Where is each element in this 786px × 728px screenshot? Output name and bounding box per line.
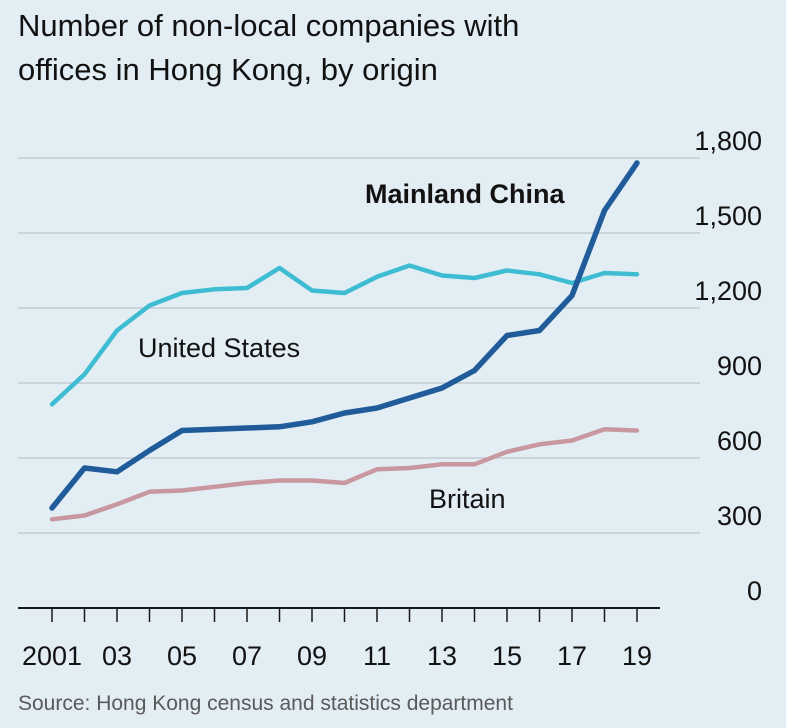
y-tick-label: 1,500 — [694, 201, 762, 231]
x-tick-label: 15 — [492, 641, 522, 671]
source-note: Source: Hong Kong census and statistics … — [18, 692, 513, 715]
x-tick-label: 03 — [102, 641, 132, 671]
y-tick-label: 0 — [747, 576, 762, 606]
series-label-mainland-china: Mainland China — [365, 179, 565, 209]
x-axis: 2001 03 05 07 09 11 13 15 17 19 — [18, 607, 660, 671]
y-tick-label: 1,200 — [694, 276, 762, 306]
grid-lines — [18, 157, 700, 534]
y-axis-ticks: 0 300 600 900 1,200 1,500 1,800 — [694, 126, 762, 606]
series-label-britain: Britain — [429, 484, 506, 514]
y-tick-label: 900 — [717, 351, 762, 381]
series-labels: United States Mainland China Britain — [138, 179, 565, 514]
y-tick-label: 600 — [717, 426, 762, 456]
series-label-united-states: United States — [138, 333, 300, 363]
x-tick-label: 05 — [167, 641, 197, 671]
x-tick-label: 19 — [622, 641, 652, 671]
series-line-mainland-china — [49, 160, 640, 511]
x-tick-label: 13 — [427, 641, 457, 671]
x-tick-label: 2001 — [22, 641, 82, 671]
y-tick-label: 1,800 — [694, 126, 762, 156]
y-tick-label: 300 — [717, 501, 762, 531]
x-tick-label: 17 — [557, 641, 587, 671]
series-lines — [49, 160, 640, 522]
series-line-britain — [49, 427, 640, 522]
x-tick-label: 07 — [232, 641, 262, 671]
chart-title-line-1: Number of non-local companies with — [18, 8, 519, 43]
x-tick-label: 11 — [363, 641, 391, 671]
x-tick-label: 09 — [297, 641, 327, 671]
chart-title-line-2: offices in Hong Kong, by origin — [18, 52, 438, 87]
series-line-united-states — [49, 263, 640, 407]
